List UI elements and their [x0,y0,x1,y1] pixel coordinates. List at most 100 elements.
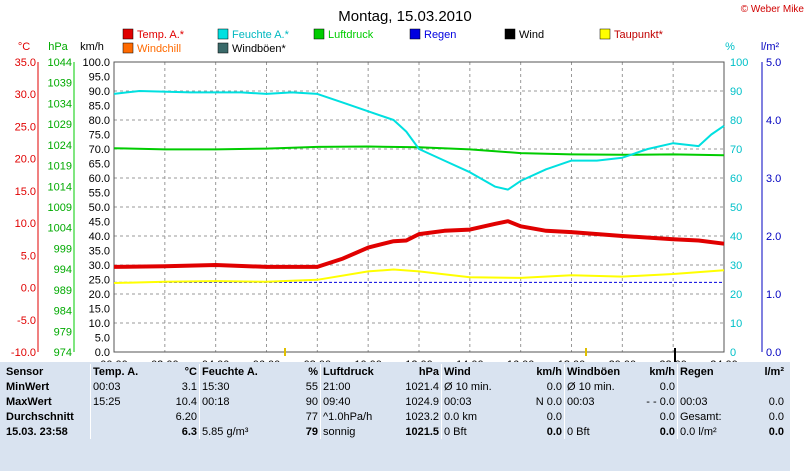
cell-value: 1021.5 [405,425,439,438]
cell-time: 00:18 [199,394,280,409]
row-label: MaxWert [6,395,52,408]
sensor-table: Sensor Temp. A. °C Feuchte A. % Luftdruc… [4,364,786,439]
weather-chart: Montag, 15.03.2010 © Weber Mike Temp. A.* F… [11,4,805,362]
row-max: MaxWert 15:25 10.4 00:18 90 09:40 1024.9… [4,394,786,409]
credit-text: © Weber Mike [741,4,805,15]
cell-value: 0.0 [659,425,675,438]
humidity-tick-label: 20 [730,289,742,301]
speed-tick-label: 60.0 [89,173,110,185]
pressure-tick-label: 1044 [48,57,72,69]
temp-unit-label: °C [18,41,30,53]
pressure-tick-label: 999 [54,243,72,255]
cell-time: 09:40 [320,394,393,409]
x-tick-label: 06:00 [253,359,281,362]
cell-time: 0 Bft [564,424,631,439]
pressure-tick-label: 1039 [48,78,72,90]
pressure-tick-label: 1029 [48,119,72,131]
humidity-tick-label: 0 [730,347,736,359]
cell-value: 6.20 [175,410,197,423]
speed-tick-label: 20.0 [89,289,110,301]
cell-time [677,379,744,394]
series-line [113,268,725,284]
wind-unit: km/h [536,365,562,378]
humidity-tick-label: 50 [730,202,742,214]
gust-unit: km/h [649,365,675,378]
legend-label: Regen [424,29,456,41]
cell-value: 79 [305,425,318,438]
cell-value: N 0.0 [535,395,562,408]
speed-tick-label: 0.0 [95,347,110,359]
temp-header: Temp. A. [90,364,165,379]
gust-header: Windböen [564,364,631,379]
cell-value: 0.0 [768,410,784,423]
temp-tick-label: -10.0 [11,347,36,359]
x-tick-label: 18:00 [558,359,586,362]
speed-tick-label: 40.0 [89,231,110,243]
speed-tick-label: 75.0 [89,130,110,142]
cell-value: 1023.2 [405,410,439,423]
sensor-header-row: Sensor Temp. A. °C Feuchte A. % Luftdruc… [4,364,786,379]
cell-value: 55 [305,380,318,393]
humidity-tick-label: 70 [730,144,742,156]
speed-tick-label: 50.0 [89,202,110,214]
rain-unit: l/m² [764,365,784,378]
row-label: 15.03. 23:58 [6,425,68,438]
x-tick-label: 16:00 [507,359,535,362]
pressure-tick-label: 979 [54,326,72,338]
speed-tick-label: 90.0 [89,86,110,98]
rain-tick-label: 4.0 [766,115,781,127]
cell-time: 15:30 [199,379,280,394]
cell-time: sonnig [320,424,393,439]
pressure-tick-label: 984 [54,306,72,318]
cell-time: ^1.0hPa/h [320,409,393,424]
humidity-unit: % [308,365,318,378]
cell-value: 3.1 [181,380,197,393]
pressure-tick-label: 1024 [48,140,72,152]
speed-tick-label: 65.0 [89,159,110,171]
row-average: Durchschnitt 6.20 77 ^1.0hPa/h 1023.2 0.… [4,409,786,424]
x-tick-label: 22:00 [659,359,687,362]
cell-time: Ø 10 min. [564,379,631,394]
cell-value: 0.0 [659,410,675,423]
cell-value: 0.0 [768,395,784,408]
rain-tick-label: 5.0 [766,57,781,69]
x-tick-label: 02:00 [151,359,179,362]
legend-label: Wind [519,29,544,41]
rain-unit-label: l/m² [761,41,780,53]
cell-time [564,409,631,424]
speed-tick-label: 70.0 [89,144,110,156]
legend-label: Windböen* [232,43,287,55]
cell-value: 77 [305,410,318,423]
cell-time: 00:03 [90,379,165,394]
speed-tick-label: 80.0 [89,115,110,127]
x-tick-label: 14:00 [456,359,484,362]
x-tick-label: 04:00 [202,359,230,362]
temp-tick-label: 10.0 [15,218,36,230]
x-tick-label: 00:00 [100,359,128,362]
cell-value: 90 [305,395,318,408]
speed-tick-label: 25.0 [89,275,110,287]
row-label: MinWert [6,380,50,393]
x-tick-label: 20:00 [609,359,637,362]
humidity-tick-label: 60 [730,173,742,185]
series-line [113,90,725,191]
legend-swatch [409,28,421,40]
cell-value: 6.3 [181,425,197,438]
cell-value: 0.0 [546,380,562,393]
plot-frame [113,61,725,353]
cell-time: 0.0 l/m² [677,424,744,439]
legend-label: Temp. A.* [137,29,185,41]
rain-tick-label: 3.0 [766,173,781,185]
temp-tick-label: -5.0 [17,315,36,327]
pressure-tick-label: 974 [54,347,72,359]
cell-time: 00:03 [441,394,516,409]
speed-tick-label: 85.0 [89,101,110,113]
row-current: 15.03. 23:58 6.3 5.85 g/m³ 79 sonnig 102… [4,424,786,439]
chart-title: Montag, 15.03.2010 [338,8,471,25]
cell-value: 0.0 [659,380,675,393]
legend-label: Taupunkt* [614,29,664,41]
cell-time [199,409,280,424]
wind-header: Wind [441,364,516,379]
humidity-tick-label: 100 [730,57,748,69]
cell-time: 21:00 [320,379,393,394]
